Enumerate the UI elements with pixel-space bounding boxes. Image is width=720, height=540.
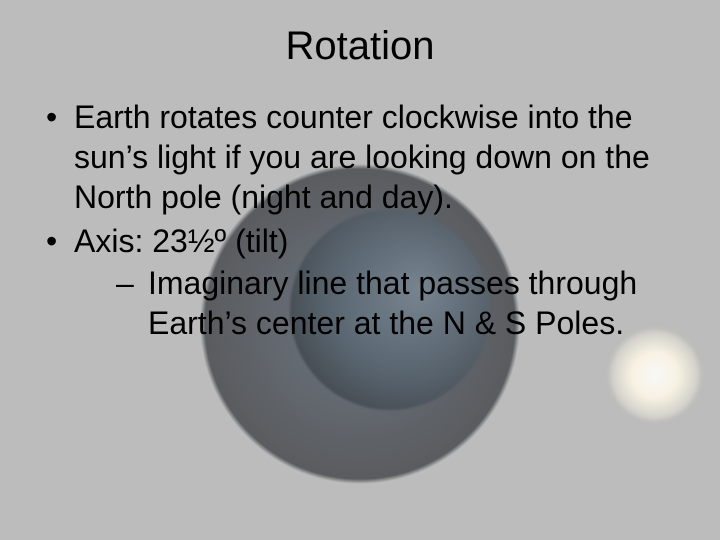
bullet-text: Axis: 23½º (tilt) (74, 223, 288, 259)
slide-title: Rotation (40, 24, 680, 69)
bullet-item: Earth rotates counter clockwise into the… (40, 97, 680, 217)
sub-bullet-text: Imaginary line that passes through Earth… (148, 265, 637, 341)
sub-bullet-item: Imaginary line that passes through Earth… (108, 263, 680, 343)
slide-content: Rotation Earth rotates counter clockwise… (0, 0, 720, 540)
bullet-text: Earth rotates counter clockwise into the… (74, 99, 650, 215)
bullet-item: Axis: 23½º (tilt) Imaginary line that pa… (40, 221, 680, 343)
sub-list: Imaginary line that passes through Earth… (74, 263, 680, 343)
bullet-list: Earth rotates counter clockwise into the… (40, 97, 680, 343)
